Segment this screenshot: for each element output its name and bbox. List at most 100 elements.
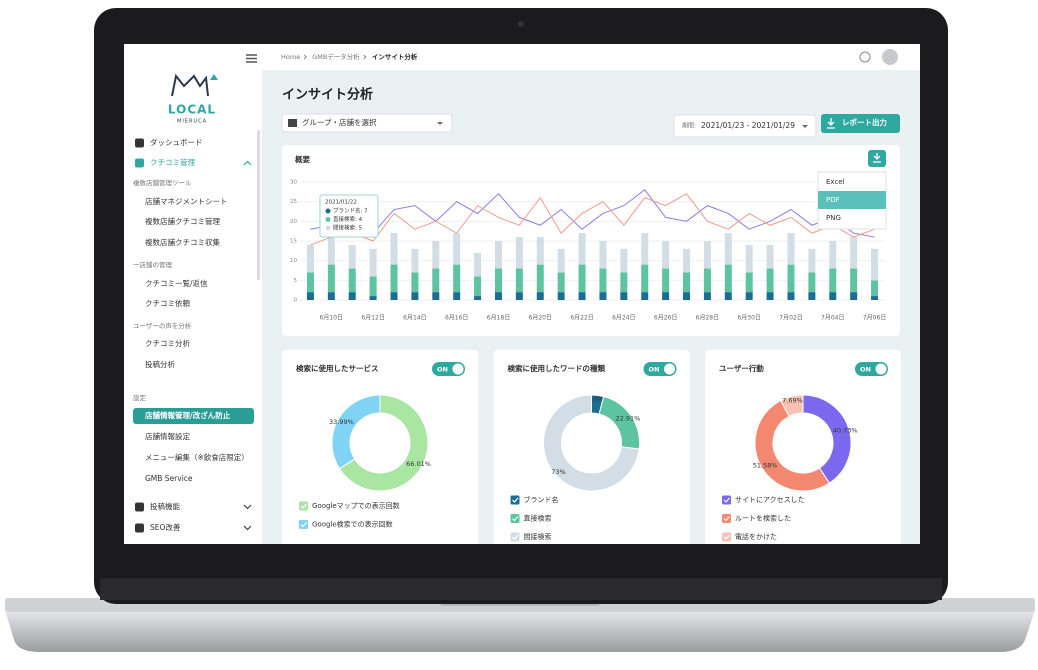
legend-check	[512, 497, 519, 503]
breadcrumb-item[interactable]: GMBデータ分析	[312, 52, 360, 61]
bar-segment	[348, 268, 356, 293]
donut-slice	[780, 394, 804, 418]
legend-checkbox[interactable]	[722, 532, 731, 542]
x-tick-label: 7月06日	[863, 315, 886, 322]
bar-segment	[724, 292, 732, 300]
x-tick-label: 6月14日	[403, 315, 426, 322]
bar-segment	[850, 292, 858, 300]
menu-item[interactable]: PNG	[826, 214, 841, 222]
bar-segment	[850, 268, 858, 293]
breadcrumb-item[interactable]: Home	[281, 53, 300, 61]
logo-accent	[210, 74, 218, 80]
x-tick-label: 6月22日	[570, 315, 593, 322]
value-label: 33.99%	[329, 418, 354, 426]
bar-segment	[557, 248, 565, 273]
bar-segment	[578, 264, 586, 293]
export-button-text: レポート出力	[842, 117, 887, 127]
bar-segment	[662, 268, 670, 293]
bar-segment	[432, 268, 440, 293]
bar-segment	[515, 292, 523, 300]
nav-item[interactable]: 店舗マネジメントシート	[145, 196, 228, 206]
menu-item[interactable]: PDF	[826, 196, 840, 204]
nav-icon	[135, 502, 144, 512]
bar-segment	[662, 292, 670, 300]
bar-segment	[306, 244, 314, 273]
bar-segment	[745, 244, 753, 273]
breadcrumb-item: インサイト分析	[372, 52, 418, 61]
nav-section: 一店舗の管理	[133, 260, 173, 269]
nav-section: 設定	[133, 393, 147, 402]
nav-item[interactable]: GMB Service	[145, 474, 193, 483]
nav-item[interactable]: 投稿分析	[145, 359, 175, 369]
bar-segment	[766, 268, 774, 293]
bar-segment	[348, 244, 356, 269]
nav-item[interactable]: 店舗情報設定	[145, 431, 190, 441]
nav-item[interactable]: クチコミ分析	[145, 338, 190, 348]
camera	[518, 21, 524, 27]
nav-item[interactable]: 店舗情報管理/改ざん防止	[145, 410, 231, 420]
nav-item[interactable]: ダッシュボード	[150, 137, 203, 147]
bar-segment	[641, 233, 649, 265]
nav-item[interactable]: クチコミ管理	[150, 157, 195, 167]
tooltip-swatch	[325, 217, 331, 222]
bar-segment	[578, 233, 586, 265]
nav-icon	[135, 138, 144, 148]
y-tick-label: 10	[290, 258, 297, 264]
x-tick-label: 6月30日	[737, 315, 760, 322]
donut-slice	[802, 394, 852, 484]
legend-label: 電話をかけた	[735, 532, 777, 541]
legend-checkbox[interactable]	[510, 514, 520, 523]
nav-item[interactable]: クチコミ依頼	[145, 298, 190, 308]
nav-item[interactable]: SEO改善	[150, 522, 181, 532]
value-label: 66.01%	[406, 460, 431, 468]
store-select[interactable]	[281, 113, 453, 133]
bar-segment	[871, 296, 879, 300]
bar-segment	[411, 248, 419, 273]
legend-checkbox[interactable]	[510, 532, 520, 542]
menu-item[interactable]: Excel	[826, 178, 845, 186]
nav-item[interactable]: 投稿機能	[150, 501, 180, 511]
legend-check	[300, 522, 307, 528]
legend-checkbox[interactable]	[299, 501, 308, 511]
legend-checkbox[interactable]	[722, 495, 731, 505]
toggle-knob	[664, 363, 675, 375]
legend-check	[300, 503, 307, 509]
bar-segment	[683, 292, 691, 300]
legend-checkbox[interactable]	[722, 514, 731, 523]
legend-checkbox[interactable]	[299, 520, 308, 529]
bar-segment	[703, 268, 711, 293]
bar-segment	[494, 292, 502, 300]
bar-segment	[871, 280, 879, 297]
toggle-label: ON	[649, 366, 660, 374]
tooltip-row: ブランド名: 7	[333, 207, 368, 215]
nav-chevron	[243, 160, 252, 166]
nav-item[interactable]: 複数店舗クチコミ管理	[145, 216, 220, 226]
bar-segment	[327, 292, 335, 300]
x-tick-label: 6月12日	[361, 315, 384, 322]
donut-slice	[338, 394, 429, 492]
period-select[interactable]	[673, 114, 817, 138]
donut-slice	[331, 394, 381, 470]
bar-segment	[390, 292, 398, 300]
legend-checkbox[interactable]	[510, 495, 520, 505]
bar-segment	[871, 248, 879, 281]
export-button[interactable]	[821, 114, 900, 133]
legend-label: Googleマップでの表示回数	[312, 501, 400, 510]
laptop-chin	[100, 578, 942, 600]
select-caret	[437, 122, 443, 125]
menu-icon[interactable]	[246, 54, 257, 63]
line-series	[310, 193, 875, 246]
help-icon[interactable]	[859, 51, 871, 63]
nav-item[interactable]: 複数店舗クチコミ収集	[145, 237, 220, 247]
nav-item[interactable]: クチコミ一覧/返信	[145, 278, 208, 288]
bar-segment	[306, 272, 314, 293]
avatar[interactable]	[882, 49, 898, 65]
nav-item[interactable]: メニュー編集（※飲食店限定）	[145, 452, 249, 462]
x-tick-label: 6月16日	[445, 315, 468, 322]
bar-segment	[599, 292, 607, 300]
x-tick-label: 6月26日	[654, 315, 677, 322]
bar-segment	[369, 248, 377, 277]
bar-segment	[829, 241, 837, 269]
bar-segment	[808, 272, 816, 293]
